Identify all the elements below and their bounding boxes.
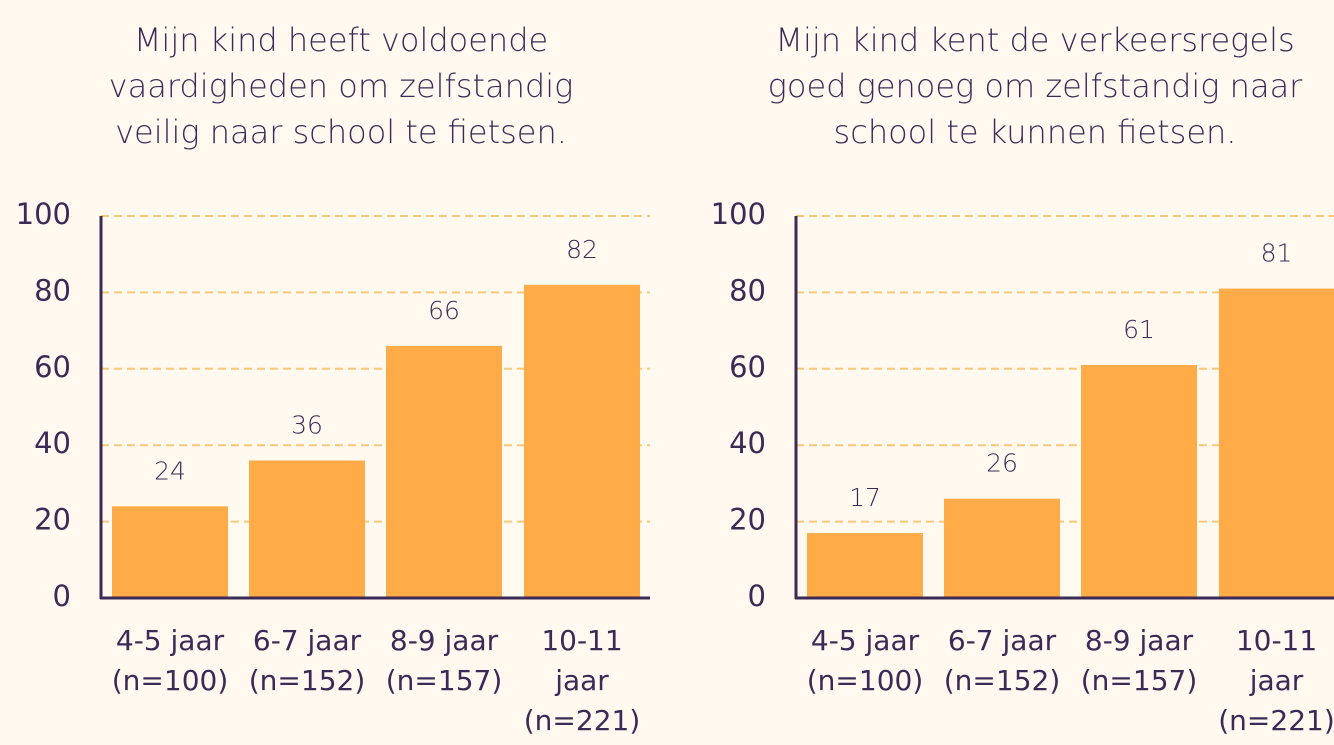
y-tick-label: 80 xyxy=(34,273,71,307)
y-tick-label: 20 xyxy=(34,503,71,537)
data-label: 82 xyxy=(566,235,598,264)
x-tick-label: jaar xyxy=(1249,664,1304,697)
bar xyxy=(1081,364,1197,598)
data-label: 36 xyxy=(291,410,323,439)
bar xyxy=(249,460,365,598)
x-tick-label: (n=157) xyxy=(1081,664,1198,697)
y-tick-label: 0 xyxy=(53,579,71,613)
x-tick-label: 6-7 jaar xyxy=(948,624,1057,657)
x-tick-label: (n=100) xyxy=(112,664,229,697)
data-label: 24 xyxy=(154,456,186,485)
chart-title-line: Mijn kind kent de verkeersregels xyxy=(775,21,1294,59)
data-label: 17 xyxy=(849,483,881,512)
chart-title-line: veilig naar school te fietsen. xyxy=(115,113,567,151)
data-label: 61 xyxy=(1123,315,1155,344)
x-tick-label: 10-11 xyxy=(541,624,622,657)
x-tick-label: 4-5 jaar xyxy=(811,624,920,657)
x-tick-label: 8-9 jaar xyxy=(1085,624,1194,657)
x-tick-label: 8-9 jaar xyxy=(390,624,499,657)
bar xyxy=(1219,288,1334,598)
data-label: 81 xyxy=(1261,239,1293,268)
chart-panel-1: Mijn kind heeft voldoende vaardigheden om… xyxy=(16,21,650,737)
x-tick-label: (n=152) xyxy=(944,664,1061,697)
x-tick-label: (n=221) xyxy=(1218,704,1334,737)
x-tick-label: 6-7 jaar xyxy=(253,624,362,657)
y-tick-label: 60 xyxy=(34,350,71,384)
y-tick-label: 40 xyxy=(34,426,71,460)
y-tick-label: 60 xyxy=(729,350,766,384)
y-tick-label: 0 xyxy=(748,579,766,613)
x-tick-label: jaar xyxy=(554,664,609,697)
x-tick-label: 10-11 xyxy=(1236,624,1317,657)
bar xyxy=(807,533,923,598)
y-tick-label: 100 xyxy=(711,197,766,231)
data-label: 66 xyxy=(428,296,460,325)
y-tick-label: 80 xyxy=(729,273,766,307)
x-tick-label: (n=221) xyxy=(524,704,641,737)
x-tick-label: 4-5 jaar xyxy=(116,624,225,657)
bar xyxy=(112,506,228,598)
x-tick-label: (n=157) xyxy=(386,664,503,697)
y-tick-label: 100 xyxy=(16,197,71,231)
x-tick-label: (n=152) xyxy=(249,664,366,697)
chart-title-line: goed genoeg om zelfstandig naar xyxy=(768,67,1304,105)
y-tick-label: 40 xyxy=(729,426,766,460)
bar xyxy=(524,284,640,598)
chart-panel-2: Mijn kind kent de verkeersregels goed gen… xyxy=(711,21,1334,737)
y-tick-label: 20 xyxy=(729,503,766,537)
chart-title-line: Mijn kind heeft voldoende xyxy=(134,21,548,59)
chart-title-line: school te kunnen fietsen. xyxy=(834,113,1237,151)
data-label: 26 xyxy=(986,449,1018,478)
x-tick-label: (n=100) xyxy=(807,664,924,697)
bar xyxy=(386,345,502,598)
chart-title-line: vaardigheden om zelfstandig xyxy=(109,67,574,105)
bar xyxy=(944,498,1060,598)
